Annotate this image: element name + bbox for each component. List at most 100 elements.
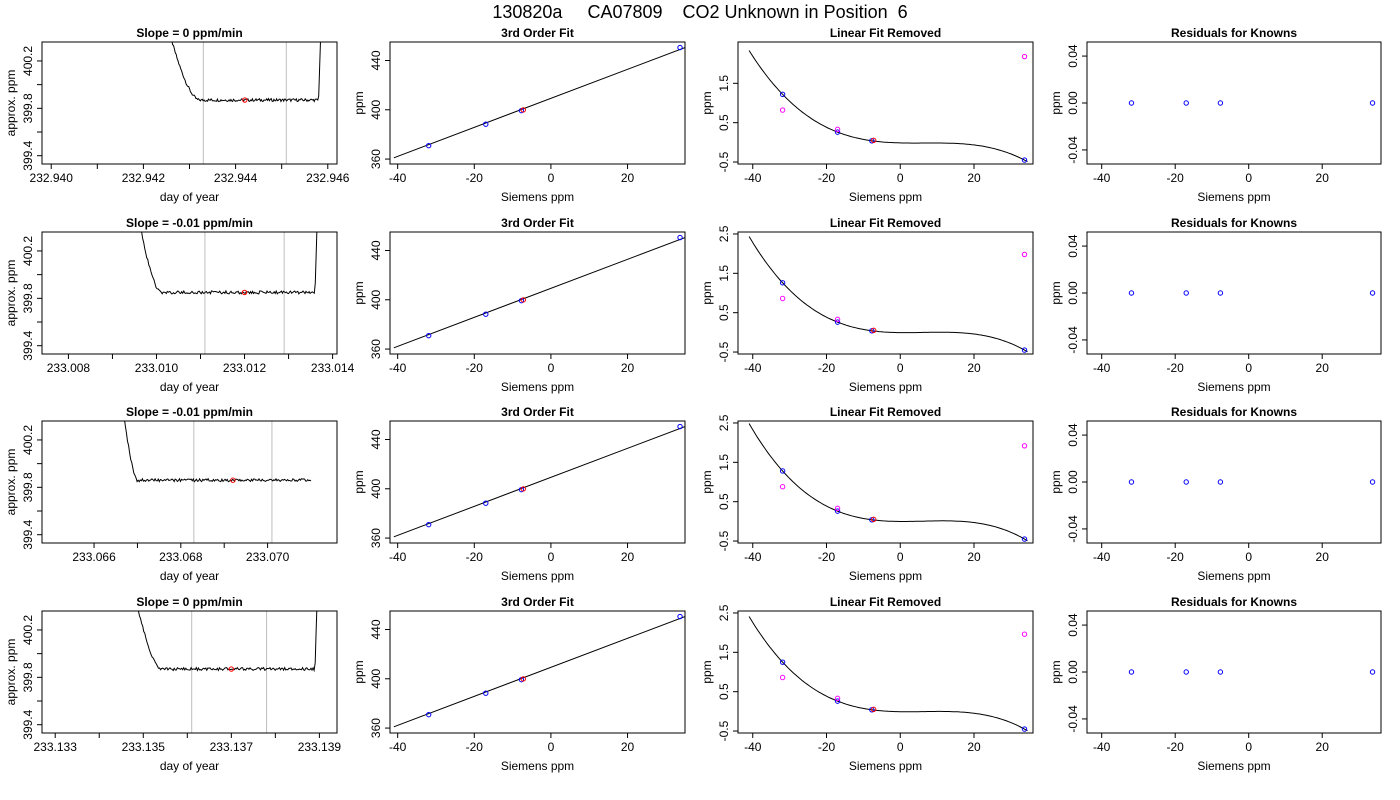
panel-title: Linear Fit Removed (830, 405, 941, 419)
plot-area (393, 234, 685, 349)
x-axis-label: Siemens ppm (849, 380, 922, 394)
y-axis-label: approx. ppm (4, 260, 18, 327)
known-point (1369, 290, 1376, 296)
x-tick-label: 0 (897, 361, 904, 375)
mean-point (241, 289, 248, 296)
x-axis-label: Siemens ppm (849, 190, 922, 204)
mean-point (228, 666, 235, 672)
cubic-curve (748, 50, 1028, 163)
y-tick-label: 399.4 (21, 330, 35, 360)
y-tick-label: 0.04 (1066, 613, 1080, 637)
y-tick-label: 400 (369, 289, 383, 309)
known-point (677, 234, 683, 241)
x-tick-label: -40 (744, 171, 762, 185)
x-tick-label: 233.014 (311, 361, 355, 375)
known-point (834, 698, 841, 704)
y-axis-label: ppm (700, 281, 714, 304)
plot-area (748, 423, 1028, 542)
panel-1-3: Linear Fit Removed -40 -20 0 20 -0.5 0.5 1.5 Sie… (700, 26, 1034, 204)
panel-title: 3rd Order Fit (501, 405, 574, 419)
x-tick-label: -20 (818, 361, 836, 375)
x-tick-label: -40 (1093, 740, 1111, 754)
y-tick-label: 0.04 (1066, 234, 1080, 258)
panel-title: Residuals for Knowns (1171, 405, 1297, 419)
plot-area (393, 613, 685, 728)
y-axis-label: ppm (700, 470, 714, 493)
y-axis-label: approx. ppm (4, 449, 18, 516)
x-tick-label: -40 (389, 550, 407, 564)
open-point (779, 295, 786, 302)
open-point (1021, 251, 1028, 258)
y-tick-label: 440 (369, 619, 383, 639)
y-tick-label: 0.5 (717, 493, 731, 510)
fit-line (393, 616, 685, 728)
plot-area (748, 236, 1028, 353)
y-tick-label: 400.2 (21, 615, 35, 645)
panel-title: Slope = 0 ppm/min (136, 26, 242, 40)
panel-2-1: Slope = -0.01 ppm/min 233.008 233.010 233.0… (4, 216, 355, 394)
plot-frame (737, 420, 1034, 544)
known-point (483, 311, 489, 317)
mean-point (230, 477, 236, 483)
plot-frame (1086, 610, 1382, 734)
open-point (834, 126, 841, 133)
panel-2-2: 3rd Order Fit -40 -20 0 20 360 400 440 Siemens p… (352, 216, 686, 394)
concentration-trace (171, 42, 321, 103)
plot-frame (1086, 420, 1382, 544)
open-point (834, 316, 841, 323)
panel-4-2: 3rd Order Fit -40 -20 0 20 360 400 440 Siemens p… (352, 595, 686, 773)
known-point (483, 121, 489, 127)
plot-frame (737, 41, 1034, 165)
open-point (779, 107, 786, 113)
y-tick-label: 360 (369, 718, 383, 738)
open-point (834, 505, 841, 512)
plot-area (1128, 290, 1376, 296)
fit-line (393, 237, 685, 349)
open-point (779, 484, 786, 490)
plot-frame (1086, 231, 1382, 355)
y-tick-label: -0.5 (717, 720, 731, 741)
panel-2-4: Residuals for Knowns -40 -20 0 20 -0.04 0.00 0.… (1049, 216, 1382, 394)
y-tick-label: 360 (369, 528, 383, 548)
x-tick-label: -20 (1167, 361, 1185, 375)
y-axis-label: ppm (700, 91, 714, 114)
panel-3-3: Linear Fit Removed -40 -20 0 20 -0.5 0.5 1.5 2.5… (700, 405, 1034, 583)
x-tick-label: 233.133 (34, 740, 78, 754)
y-tick-label: 2.5 (717, 604, 731, 621)
cubic-curve (748, 616, 1028, 732)
x-tick-label: 0 (548, 171, 555, 185)
open-point (1021, 443, 1028, 449)
x-tick-label: 233.008 (47, 361, 91, 375)
x-tick-label: 20 (621, 361, 635, 375)
plot-area (393, 423, 685, 538)
unknown-point (871, 327, 877, 334)
y-tick-label: 400 (369, 668, 383, 688)
y-tick-label: 0.04 (1066, 44, 1080, 68)
y-tick-label: 440 (369, 429, 383, 449)
y-tick-label: 440 (369, 50, 383, 70)
y-tick-label: 360 (369, 149, 383, 169)
open-point (1021, 53, 1028, 60)
panel-title: Residuals for Knowns (1171, 216, 1297, 230)
known-point (425, 142, 432, 149)
known-point (779, 91, 786, 98)
x-tick-label: -40 (389, 740, 407, 754)
x-tick-label: -40 (1093, 171, 1111, 185)
x-tick-label: -20 (466, 740, 484, 754)
x-axis-label: Siemens ppm (501, 380, 574, 394)
y-tick-label: 1.5 (717, 265, 731, 282)
y-tick-label: 440 (369, 240, 383, 260)
known-point (834, 319, 841, 325)
x-tick-label: 0 (1245, 740, 1252, 754)
known-point (779, 468, 786, 474)
known-point (483, 690, 489, 696)
x-axis-label: Siemens ppm (501, 569, 574, 583)
plot-area (748, 616, 1028, 732)
known-point (779, 659, 786, 665)
known-point (1369, 669, 1376, 675)
known-point (677, 613, 683, 620)
plot-area (1128, 669, 1376, 675)
plot-area (748, 50, 1028, 163)
known-point (1183, 290, 1189, 296)
x-tick-label: -20 (818, 740, 836, 754)
